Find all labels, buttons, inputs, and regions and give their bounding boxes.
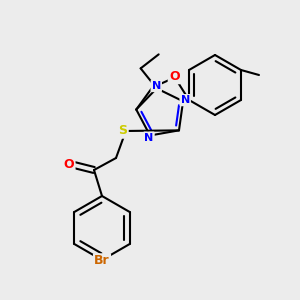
Text: Br: Br — [94, 254, 110, 268]
Text: N: N — [181, 95, 190, 105]
Text: S: S — [118, 124, 127, 137]
Text: N: N — [144, 133, 154, 142]
Text: O: O — [169, 70, 180, 83]
Text: O: O — [64, 158, 74, 172]
Text: N: N — [152, 81, 161, 91]
